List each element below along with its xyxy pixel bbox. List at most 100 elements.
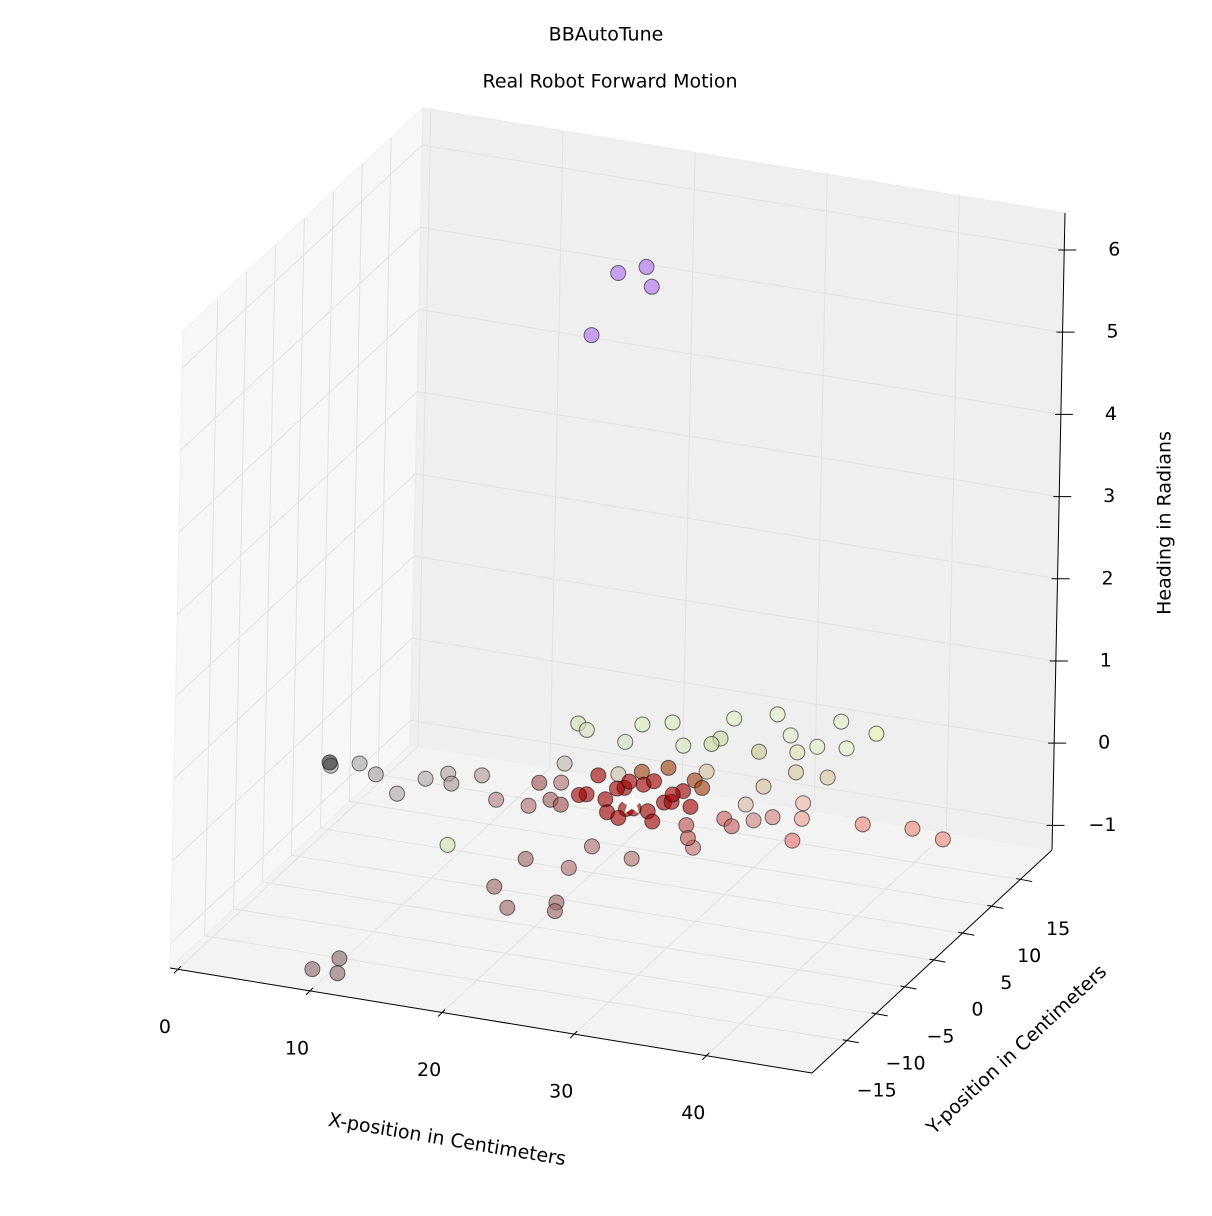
z-tick-label: 0: [1098, 732, 1110, 754]
y-tick-label: 0: [971, 999, 983, 1021]
data-point: [553, 774, 570, 791]
data-point: [698, 763, 715, 780]
data-point: [546, 903, 563, 920]
data-point: [634, 716, 651, 733]
y-tick-label: −15: [857, 1079, 897, 1101]
data-point: [389, 785, 406, 802]
data-point: [809, 738, 826, 755]
data-point: [570, 786, 587, 803]
data-point: [904, 820, 921, 837]
data-point: [769, 706, 786, 723]
data-point: [854, 816, 871, 833]
data-point: [795, 795, 812, 812]
data-point: [643, 278, 660, 295]
z-tick-label: 3: [1103, 485, 1115, 507]
x-tick: [173, 965, 182, 974]
data-point: [819, 769, 836, 786]
data-point: [329, 965, 346, 982]
y-grid-line: [261, 244, 905, 988]
data-point: [660, 759, 677, 776]
data-point: [789, 744, 806, 761]
data-point: [552, 796, 569, 813]
data-point: [499, 899, 516, 916]
y-grid-line: [233, 271, 876, 1015]
x-tick: [569, 1030, 578, 1039]
data-point: [486, 878, 503, 895]
x-tick-label: 0: [159, 1016, 171, 1038]
z-grid-line: [178, 308, 1061, 533]
y-axis-label: Y-position in Centimeters: [922, 961, 1112, 1140]
z-grid-line: [181, 144, 1065, 369]
y-tick: [842, 1039, 859, 1044]
x-tick-label: 20: [417, 1059, 441, 1081]
data-point: [755, 778, 772, 795]
z-tick-label: 5: [1107, 321, 1119, 343]
y-grid-line: [319, 191, 963, 934]
z-grid-line: [176, 391, 1060, 615]
data-point: [520, 797, 537, 814]
y-grid-line: [204, 298, 847, 1042]
y-tick-label: 10: [1017, 945, 1041, 967]
data-point: [664, 786, 681, 803]
data-point: [590, 767, 607, 784]
z-grid-line: [170, 719, 1053, 944]
data-point: [488, 791, 505, 808]
y-tick-label: 5: [1000, 972, 1012, 994]
data-point: [583, 838, 600, 855]
y-tick: [958, 931, 975, 936]
data-point: [782, 727, 799, 744]
data-point: [868, 725, 885, 742]
data-point: [644, 813, 661, 830]
z-grid-line: [175, 473, 1058, 698]
y-tick: [1016, 878, 1033, 883]
data-point: [367, 766, 384, 783]
data-point: [617, 733, 634, 750]
data-point: [556, 755, 573, 772]
z-axis-line: [1051, 212, 1066, 851]
data-point: [726, 710, 743, 727]
data-point: [764, 809, 781, 826]
data-point: [723, 818, 740, 835]
data-point: [608, 780, 625, 797]
z-axis-label: Heading in Radians: [1154, 431, 1176, 615]
data-point: [838, 740, 855, 757]
y-tick-label: −10: [886, 1052, 926, 1074]
y-grid-line: [290, 218, 934, 961]
data-point: [787, 764, 804, 781]
pane-back: [409, 107, 1066, 851]
data-point: [623, 850, 640, 867]
x-tick: [701, 1052, 710, 1061]
data-point: [517, 850, 534, 867]
data-point: [474, 767, 491, 784]
x-grid-line: [573, 174, 828, 1035]
y-tick: [900, 985, 917, 990]
target-star: [619, 790, 644, 814]
data-point: [331, 950, 348, 967]
data-point: [675, 737, 692, 754]
data-point: [610, 809, 627, 826]
data-point: [621, 773, 638, 790]
y-grid-line: [348, 164, 992, 907]
data-point: [694, 779, 711, 796]
marks: [304, 258, 951, 982]
z-grid-line: [173, 555, 1056, 780]
data-point: [793, 810, 810, 827]
y-tick: [987, 904, 1004, 909]
data-point: [443, 775, 460, 792]
y-tick-label: −5: [927, 1026, 955, 1048]
data-point: [745, 812, 762, 829]
data-point: [833, 713, 850, 730]
z-tick-label: 6: [1108, 238, 1120, 260]
data-point: [583, 327, 600, 344]
y-axis-line: [811, 849, 1053, 1074]
data-point: [664, 714, 681, 731]
data-point: [703, 735, 720, 752]
y-tick: [929, 958, 946, 963]
data-point: [679, 830, 696, 847]
x-tick: [437, 1009, 446, 1017]
data-point: [784, 832, 801, 849]
z-tick-label: −1: [1088, 814, 1116, 836]
chart-subtitle: Real Robot Forward Motion: [482, 71, 737, 93]
data-point: [439, 836, 456, 853]
